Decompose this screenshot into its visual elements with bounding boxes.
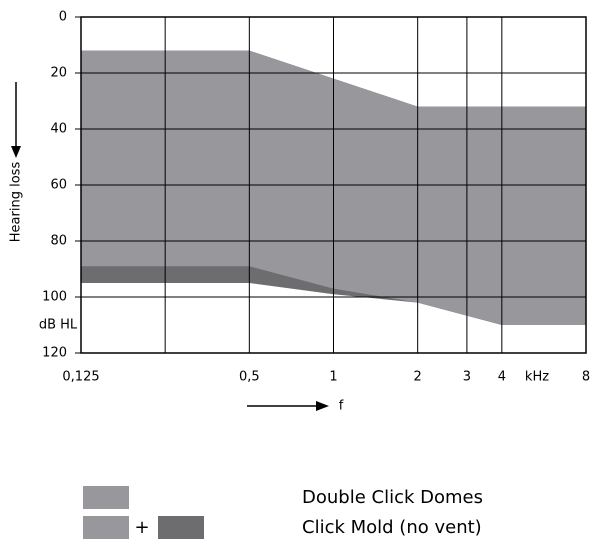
legend-joiner: + [134,517,149,538]
legend-swatch [83,516,129,539]
x-tick-label: 0,5 [239,370,260,385]
x-tick-label: 2 [414,370,422,385]
legend-label: Double Click Domes [302,487,483,508]
x-tick-label: 1 [329,370,337,385]
x-unit: kHz [525,370,549,385]
legend-label: Click Mold (no vent) [302,517,482,538]
x-tick-label: 4 [498,370,506,385]
y-tick-label: 100 [42,290,67,305]
y-tick-label: 20 [50,66,67,81]
y-unit: dB HL [39,318,78,333]
y-tick-label: 40 [50,122,67,137]
y-tick-label: 0 [59,10,67,25]
legend-swatch [83,486,129,509]
x-arrowhead [316,401,329,411]
y-tick-label: 80 [50,234,67,249]
x-tick-label: 8 [582,370,590,385]
plot-frame [80,16,587,354]
y-arrowhead [11,146,21,158]
y-tick-label: 60 [50,178,67,193]
y-tick-label: 120 [42,346,67,361]
x-axis-label: f [339,399,344,414]
y-axis-label: Hearing loss [9,162,24,243]
x-tick-label: 0,125 [62,370,99,385]
legend-swatch [158,516,204,539]
x-tick-label: 3 [463,370,471,385]
